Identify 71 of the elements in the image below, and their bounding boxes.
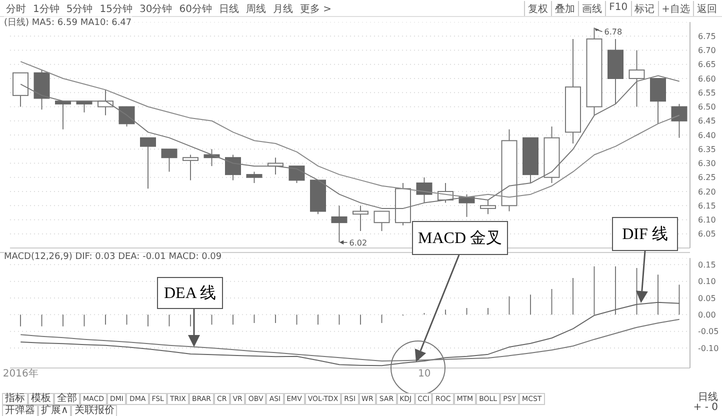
chart-title: MACD(12,26,9) DIF: 0.03 DEA: -0.01 MACD: 0.09 xyxy=(4,252,222,262)
y-tick-label: 6.30 xyxy=(698,159,716,168)
text: 关联报价 xyxy=(71,405,118,416)
line-series xyxy=(20,302,680,366)
y-tick-label: 6.15 xyxy=(698,201,716,210)
annotation: MACD 金叉 xyxy=(412,221,508,255)
text: 扩展∧ xyxy=(38,405,72,416)
text: 1分钟 xyxy=(33,2,60,16)
text: 叠加 xyxy=(551,1,578,17)
text: + - 0 xyxy=(692,402,719,413)
candlestick xyxy=(55,100,71,130)
y-tick-label: 6.20 xyxy=(698,187,716,196)
candlestick xyxy=(161,148,178,172)
y-tick-label: 0.05 xyxy=(698,294,716,303)
y-tick-label: 0.10 xyxy=(698,277,716,286)
x-tick-label: 2016年 xyxy=(2,367,38,380)
candlestick xyxy=(671,103,688,138)
text: 30分钟 xyxy=(139,2,172,16)
text: 全部 xyxy=(54,393,80,405)
line-series xyxy=(20,318,680,362)
candlestick xyxy=(288,166,305,184)
y-tick-label: 0.15 xyxy=(698,260,716,270)
text: 日线 xyxy=(697,392,719,403)
text: 标记 xyxy=(630,1,658,17)
text: F10 xyxy=(605,1,631,17)
text: 日线 xyxy=(218,2,239,16)
text: 周线 xyxy=(246,2,266,16)
y-tick-label: 6.70 xyxy=(698,46,716,56)
y-tick-label: 6.65 xyxy=(698,60,716,70)
annotation: 6.78 xyxy=(604,28,622,37)
candlestick xyxy=(650,78,666,124)
y-tick-label: 6.35 xyxy=(698,144,716,154)
text: 返回 xyxy=(693,1,720,17)
y-tick-label: 6.55 xyxy=(698,88,716,98)
text: 60分钟 xyxy=(179,2,212,16)
y-tick-label: 6.50 xyxy=(698,102,716,112)
y-tick-label: 6.75 xyxy=(698,32,716,41)
text: 模板 xyxy=(28,393,54,405)
text: 画线 xyxy=(578,1,606,17)
y-tick-label: 6.10 xyxy=(698,216,716,225)
text: 月线 xyxy=(272,2,293,16)
y-tick-label: 6.45 xyxy=(698,116,716,126)
y-tick-label: 6.40 xyxy=(698,130,716,140)
chart-title: (日线) MA5: 6.59 MA10: 6.47 xyxy=(4,16,132,29)
text: +自选 xyxy=(658,1,693,17)
x-tick-label: 10 xyxy=(418,368,431,380)
annotation: DIF 线 xyxy=(612,217,678,251)
text: 分时 xyxy=(6,2,26,16)
candlestick xyxy=(331,205,348,243)
y-tick-label: 6.60 xyxy=(698,74,716,84)
text: 更多 > xyxy=(300,3,332,16)
annotation: DEA 线 xyxy=(157,277,223,309)
text: 复权 xyxy=(524,1,552,17)
text: 指标 xyxy=(2,393,28,405)
annotation: 6.02 xyxy=(349,238,368,248)
text: 5分钟 xyxy=(66,2,93,16)
y-tick-label: 6.05 xyxy=(698,230,716,239)
y-tick-label: 6.25 xyxy=(698,173,716,182)
y-tick-label: -0.05 xyxy=(698,327,719,336)
text: 15分钟 xyxy=(100,2,132,16)
text: 开弹器 xyxy=(2,405,38,416)
candlestick xyxy=(225,154,241,181)
candlestick xyxy=(352,205,368,232)
candlestick xyxy=(246,171,262,184)
y-tick-label: -0.10 xyxy=(698,344,719,353)
y-tick-label: 0.00 xyxy=(698,310,716,320)
candlestick xyxy=(374,210,390,232)
candlestick xyxy=(140,137,156,190)
candlestick xyxy=(416,176,432,204)
candlestick xyxy=(118,106,135,128)
candlestick xyxy=(182,154,198,181)
